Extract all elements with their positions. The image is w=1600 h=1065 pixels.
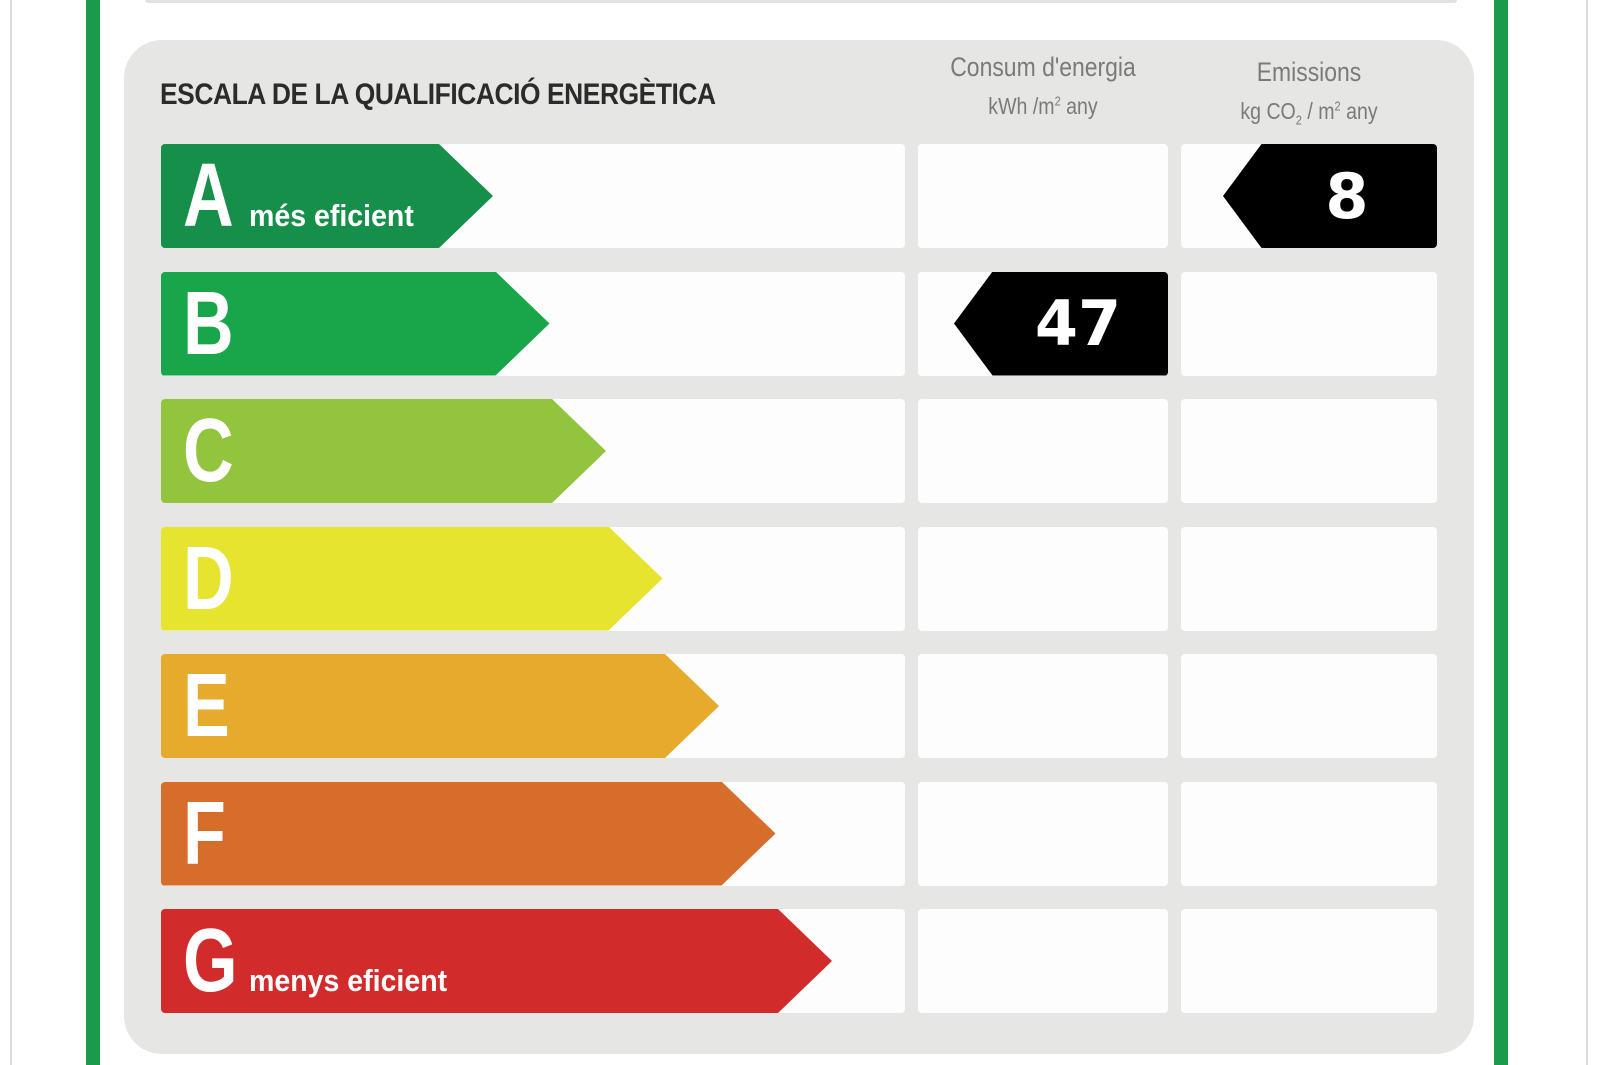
- rating-arrow-b: B: [161, 271, 550, 376]
- energy-cell: [918, 654, 1168, 758]
- emissions-cell: [1181, 271, 1437, 376]
- emissions-cell: [1181, 909, 1437, 1013]
- rating-row-d: D: [161, 526, 1437, 631]
- emissions-cell: [1181, 399, 1437, 503]
- emissions-cell: [1181, 526, 1437, 631]
- emissions-column-unit: kg CO2 / m2 any: [1240, 98, 1378, 128]
- rating-letter: B: [183, 273, 234, 374]
- rating-letter: G: [183, 911, 238, 1011]
- energy-cell: [918, 909, 1168, 1013]
- energy-column-unit: kWh /m2 any: [988, 93, 1098, 119]
- top-rule: [145, 0, 1457, 3]
- green-frame-left: [86, 0, 100, 1065]
- rating-letter: C: [183, 401, 234, 501]
- emissions-cell: [1181, 781, 1437, 886]
- energy-rating-marker: 47: [954, 271, 1168, 376]
- energy-cell: [918, 526, 1168, 631]
- emissions-column-title: Emissions: [1256, 57, 1362, 87]
- rating-arrow-f: F: [161, 781, 776, 886]
- rating-note: menys eficient: [249, 963, 448, 998]
- rating-row-f: F: [161, 781, 1437, 886]
- page-edge-left: [10, 0, 12, 1065]
- energy-column-header: Consum d'energia kWh /m2 any: [918, 52, 1168, 120]
- energy-cell: [918, 144, 1168, 248]
- rating-arrow-c: C: [161, 399, 606, 503]
- rating-row-b: B 47: [161, 271, 1437, 376]
- rating-letter: E: [183, 656, 230, 756]
- energy-rating-value: 47: [1034, 287, 1122, 360]
- emissions-rating-value: 8: [1325, 159, 1369, 233]
- page-edge-right: [1586, 0, 1588, 1065]
- rating-arrow-d: D: [161, 526, 663, 631]
- rating-row-e: E: [161, 654, 1437, 758]
- energy-column-title: Consum d'energia: [950, 52, 1136, 82]
- rating-letter: A: [183, 146, 234, 246]
- green-frame-right: [1494, 0, 1508, 1065]
- rating-note: més eficient: [249, 198, 414, 233]
- emissions-rating-marker: 8: [1223, 144, 1437, 248]
- scale-title: ESCALA DE LA QUALIFICACIÓ ENERGÈTICA: [160, 78, 716, 111]
- rating-letter: F: [183, 783, 226, 884]
- emissions-cell: [1181, 654, 1437, 758]
- energy-cell: [918, 399, 1168, 503]
- emissions-column-header: Emissions kg CO2 / m2 any: [1181, 57, 1437, 128]
- rating-letter: D: [183, 528, 234, 629]
- energy-cell: [918, 781, 1168, 886]
- rating-arrow-e: E: [161, 654, 719, 758]
- rating-row-c: C: [161, 399, 1437, 503]
